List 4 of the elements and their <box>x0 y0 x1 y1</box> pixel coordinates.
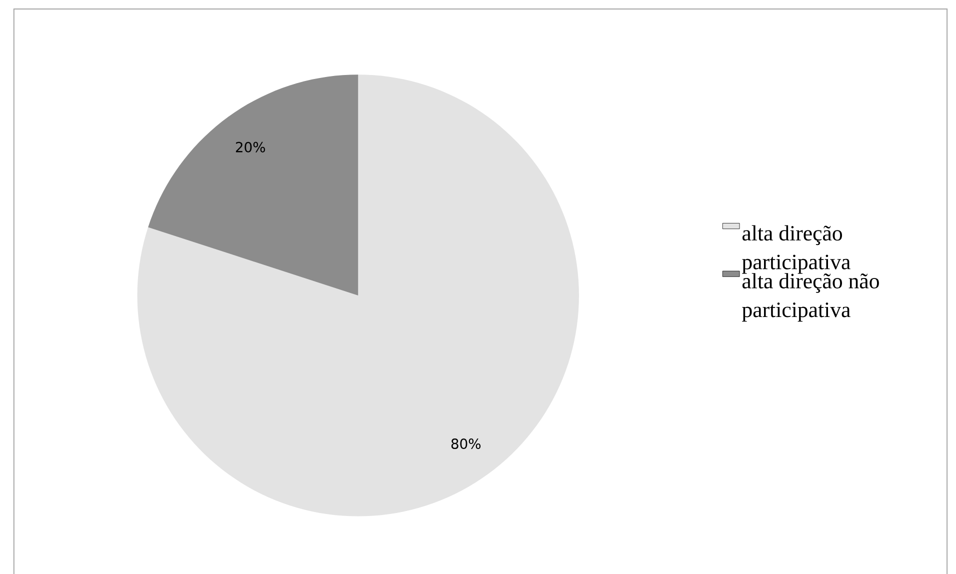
legend-label: alta direção participativa <box>742 225 850 274</box>
data-label: 80% <box>451 438 481 449</box>
data-label: 20% <box>236 142 266 152</box>
legend-label: alta direção não participativa <box>742 273 879 322</box>
